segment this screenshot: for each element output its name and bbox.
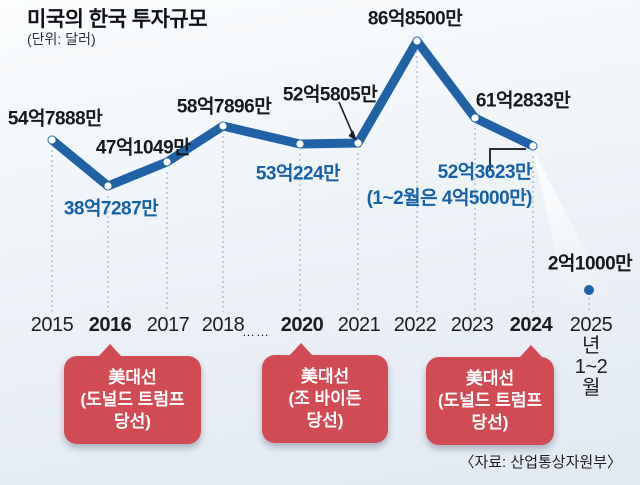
page-title: 미국의 한국 투자규모 xyxy=(27,8,208,31)
data-point-2025 xyxy=(584,285,594,295)
value-label-2024-group: 52억3623만 (1~2월은 4억5000만) xyxy=(366,160,533,212)
callout-text-line: 당선) xyxy=(471,413,509,432)
x-axis-year-label: 2018 xyxy=(201,314,245,336)
label-connector-2024 xyxy=(489,148,526,171)
value-label: 47억1049만 xyxy=(95,137,191,159)
x-axis-gap-marker: …… xyxy=(242,324,270,339)
x-axis-year-label: 2023 xyxy=(450,314,494,336)
value-label: 61억2833만 xyxy=(475,90,571,112)
callout-text-line: 당선) xyxy=(114,412,151,431)
x-axis-year-label: 2020 xyxy=(280,314,324,336)
data-point xyxy=(104,182,112,190)
data-point xyxy=(296,140,304,148)
x-axis-year-label: 2015 xyxy=(30,314,74,336)
data-point xyxy=(48,136,56,144)
value-label: 38억7287만 xyxy=(63,198,159,220)
value-label: 54억7888만 xyxy=(7,108,103,130)
x-axis-year-label: 2024 xyxy=(509,314,553,336)
data-point xyxy=(354,139,362,147)
value-label: 53억224만 xyxy=(255,163,341,185)
callout-text-line: 당선) xyxy=(306,411,344,430)
value-label: 86억8500만 xyxy=(367,8,463,30)
data-point xyxy=(529,142,537,150)
value-label-2024: 52억3623만 xyxy=(437,162,533,183)
callout-text-line: (도널드 트럼프 xyxy=(437,391,543,410)
value-label: 2억1000만 xyxy=(547,253,633,275)
value-label: 58억7896만 xyxy=(176,96,272,118)
source-credit: 〈자료: 산업통상자원부〉 xyxy=(459,454,622,471)
data-point xyxy=(163,158,171,166)
x-axis-year-label: 2021 xyxy=(337,314,381,336)
data-point xyxy=(413,37,421,45)
callout-text-line: 美대선 xyxy=(465,369,515,388)
value-label: 52억5805만 xyxy=(282,84,378,106)
x-axis-year-label: 2017 xyxy=(146,314,190,336)
x-axis-year-label: 2022 xyxy=(393,314,437,336)
label-arrowhead-2021 xyxy=(348,130,357,141)
callout-text-line: 美대선 xyxy=(300,367,350,386)
x-axis-year-label: 2016 xyxy=(88,314,132,336)
data-point xyxy=(219,122,227,130)
unit-note: (단위: 달러) xyxy=(27,31,96,47)
callout-text-line: (도널드 트럼프 xyxy=(80,390,185,409)
callout-text-line: (조 바이든 xyxy=(288,389,362,408)
x-axis-year-label: 2025년 1~2월 xyxy=(569,314,613,399)
callout-text-line: 美대선 xyxy=(108,368,157,387)
forecast-beam xyxy=(533,150,612,302)
label-arrow-2021 xyxy=(338,101,355,138)
value-label-2024-annotation: (1~2월은 4억5000만) xyxy=(366,188,533,209)
data-point xyxy=(471,114,479,122)
